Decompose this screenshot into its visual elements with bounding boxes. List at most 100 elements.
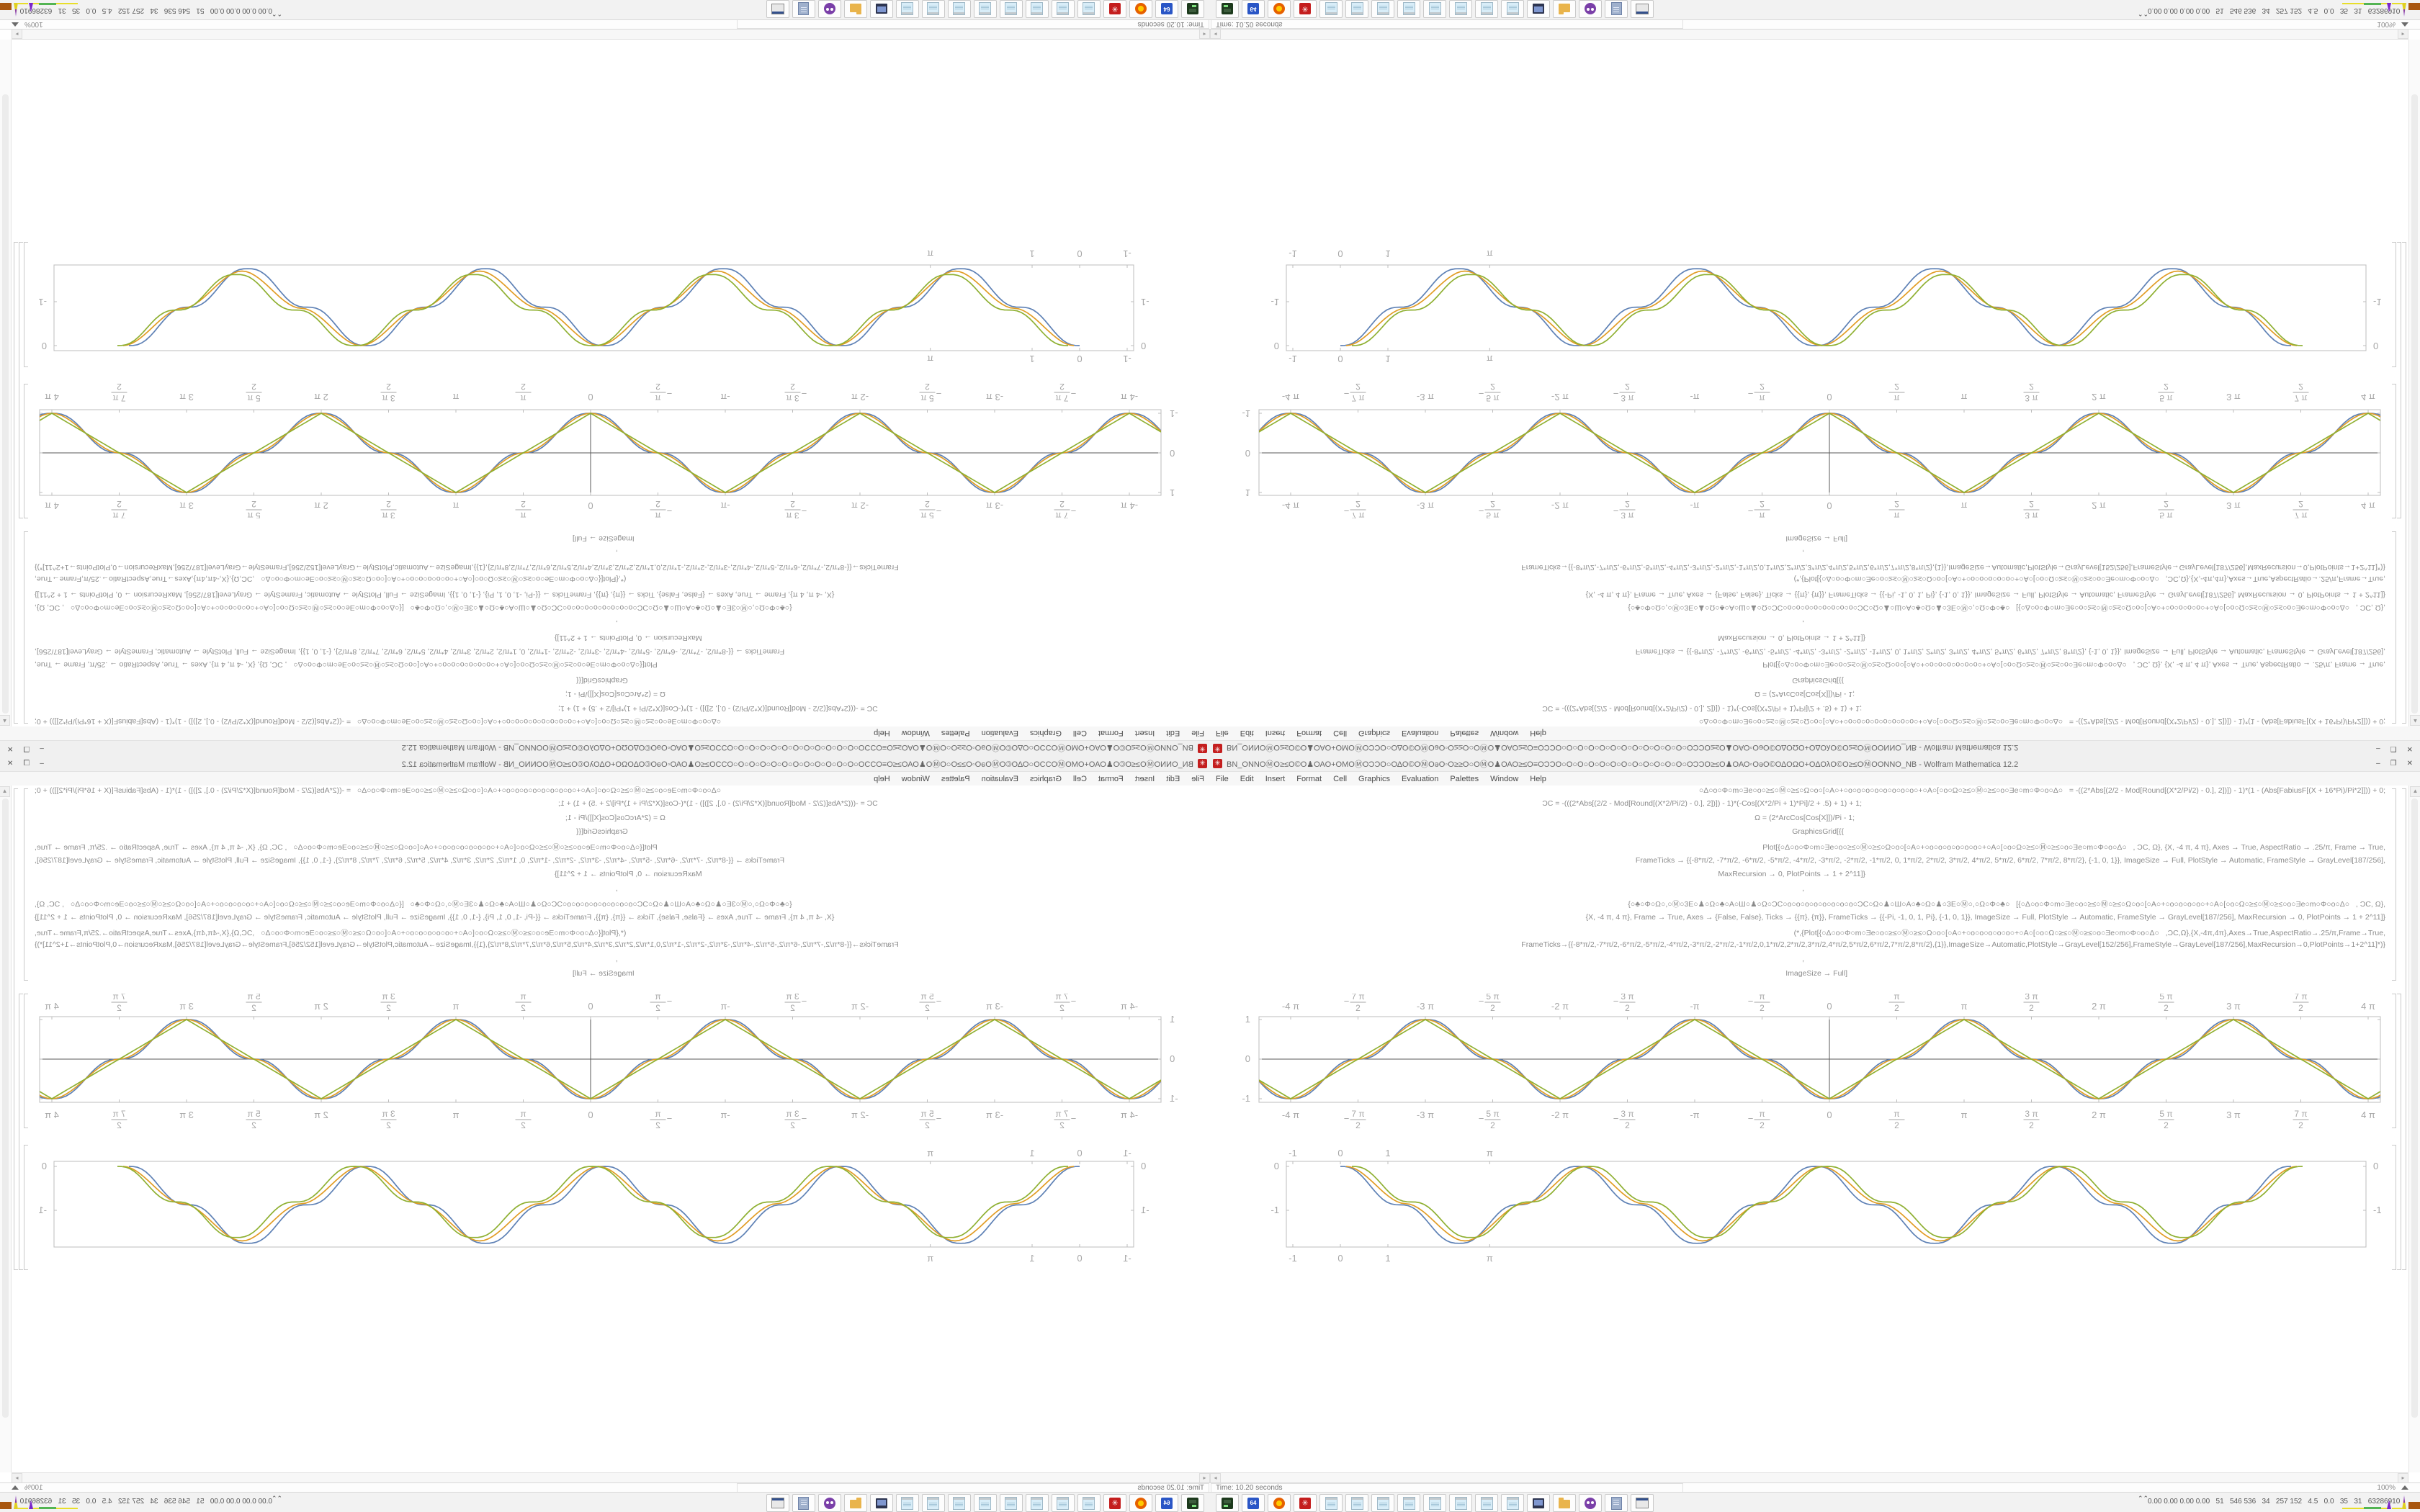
code-line[interactable]: {X, -4 π, 4 π}, Frame → True, Axes → {Fa… — [1585, 590, 2385, 599]
taskbar-button[interactable] — [1077, 0, 1101, 18]
menu-item-cell[interactable]: Cell — [1072, 774, 1087, 783]
menu-item-edit[interactable]: Edit — [1240, 774, 1254, 783]
taskbar-button[interactable] — [1052, 1494, 1075, 1512]
code-line[interactable]: MaxRecursion → 0, PlotPoints → 1 + 2^11]… — [555, 634, 702, 642]
cell-bracket-output-group[interactable] — [2397, 994, 2401, 1270]
taskbar-button[interactable] — [1319, 1494, 1343, 1512]
taskbar-button[interactable] — [844, 1494, 867, 1512]
taskbar-button[interactable] — [1449, 1494, 1472, 1512]
code-line[interactable]: ImageSize → Full] — [573, 534, 635, 543]
cell-bracket-code[interactable] — [2392, 531, 2396, 724]
code-line[interactable]: , — [1802, 884, 1804, 893]
code-line[interactable]: {○♣○Φ○Ω○,○Ⓜ○3Ε○♟○Ω○♣○A○Ш○♟○Ω○ƆC○o○o○o○o○… — [35, 603, 792, 612]
menu-item-edit[interactable]: Edit — [1240, 729, 1254, 738]
cell-bracket-plot2[interactable] — [24, 1145, 28, 1270]
code-line[interactable]: (*,{Plot[{○Δ○o○Φ○m○Ǝe○o○≥≤○Ⓜ○≥≤○Ω○o○[○A○… — [35, 929, 627, 937]
code-line[interactable]: FrameTicks→{{-8*π/2,-7*π/2,-6*π/2,-5*π/2… — [35, 563, 899, 572]
taskbar-button[interactable]: ✳ — [1294, 1494, 1317, 1512]
cell-bracket-plot1[interactable] — [2392, 994, 2396, 1128]
notebook-content[interactable]: -4 π -4 π −7 π 2−7 π 2 -3 π -3 π −5 π 2−5 π 2 -2 π… — [0, 786, 1210, 1472]
taskbar-button[interactable] — [1216, 0, 1239, 18]
taskbar-button[interactable] — [1026, 1494, 1049, 1512]
window-title-bar[interactable]: ✳ ΒΝ_ΟΝΝΟⓂΟ≥≤Ο©Ο♟ΟΑΟ+ΟΜΟⓂΟƆƆΟ○ΟΔΟ©ΟⓂΟǝΟ◦… — [1210, 756, 2420, 772]
code-line[interactable]: Ω = (2*ArcCos[Cos[X]])/Pi - 1; — [565, 814, 666, 822]
taskbar-button[interactable] — [1345, 1494, 1368, 1512]
code-line[interactable]: , — [616, 619, 618, 628]
menu-item-cell[interactable]: Cell — [1333, 774, 1348, 783]
scroll-left-arrow-icon[interactable]: ◂ — [1199, 1473, 1210, 1483]
vertical-scrollbar[interactable]: ▲ — [2408, 40, 2420, 726]
close-button[interactable]: ✕ — [2406, 744, 2413, 752]
cell-bracket-output-group[interactable] — [2397, 242, 2401, 518]
menu-item-evaluation[interactable]: Evaluation — [981, 774, 1018, 783]
menu-item-format[interactable]: Format — [1098, 729, 1124, 738]
taskbar-button[interactable]: 64 — [1155, 0, 1178, 18]
menu-item-help[interactable]: Help — [874, 774, 890, 783]
taskbar-button[interactable]: ✳ — [1103, 1494, 1126, 1512]
vertical-scroll-thumb[interactable] — [2, 798, 9, 1418]
taskbar-button[interactable] — [1319, 0, 1343, 18]
minimize-button[interactable]: – — [40, 744, 44, 752]
code-line[interactable]: (*,{Plot[{○Δ○o○Φ○m○Ǝe○o○≥≤○Ⓜ○≥≤○Ω○o○[○A○… — [1793, 929, 2385, 937]
taskbar-button[interactable] — [1553, 1494, 1576, 1512]
scroll-right-arrow-icon[interactable]: ▸ — [12, 1473, 22, 1483]
code-line[interactable]: Ω = (2*ArcCos[Cos[X]])/Pi - 1; — [1754, 814, 1855, 822]
taskbar-button[interactable] — [1605, 1494, 1628, 1512]
scroll-left-arrow-icon[interactable]: ◂ — [1199, 29, 1210, 39]
close-button[interactable]: ✕ — [7, 760, 14, 768]
taskbar-button[interactable]: 64 — [1155, 1494, 1178, 1512]
code-line[interactable]: Ω = (2*ArcCos[Cos[X]])/Pi - 1; — [565, 690, 666, 698]
menu-item-evaluation[interactable]: Evaluation — [981, 729, 1018, 738]
menu-item-graphics[interactable]: Graphics — [1029, 729, 1062, 738]
menu-item-edit[interactable]: Edit — [1166, 729, 1180, 738]
taskbar-button[interactable] — [1026, 0, 1049, 18]
code-line[interactable]: (*,{Plot[{○Δ○o○Φ○m○Ǝe○o○≥≤○Ⓜ○≥≤○Ω○o○[○A○… — [35, 575, 627, 583]
restore-button[interactable]: ❐ — [23, 744, 30, 752]
minimize-button[interactable]: – — [40, 760, 44, 768]
cell-bracket-plot2[interactable] — [24, 242, 28, 367]
menu-item-palettes[interactable]: Palettes — [941, 774, 970, 783]
minimize-button[interactable]: – — [2376, 760, 2380, 768]
taskbar-button[interactable] — [896, 0, 919, 18]
menu-item-palettes[interactable]: Palettes — [1450, 774, 1479, 783]
cell-bracket-code[interactable] — [2392, 788, 2396, 981]
stats-expand-icon[interactable]: ⌃⌃ — [271, 10, 282, 17]
taskbar-button[interactable] — [1077, 1494, 1101, 1512]
taskbar-button[interactable] — [1181, 1494, 1204, 1512]
menu-item-insert[interactable]: Insert — [1265, 729, 1286, 738]
code-line[interactable]: FrameTicks → {{-8*π/2, -7*π/2, -6*π/2, -… — [1635, 647, 2385, 656]
scroll-right-arrow-icon[interactable]: ▸ — [2398, 1473, 2408, 1483]
stats-expand-icon[interactable]: ⌃⌃ — [2138, 10, 2149, 17]
notebook-content[interactable]: -4 π -4 π −7 π 2−7 π 2 -3 π -3 π −5 π 2−5 π 2 -2 π… — [1210, 786, 2420, 1472]
taskbar-button[interactable] — [1371, 1494, 1394, 1512]
window-title-bar[interactable]: ✳ ΒΝ_ΟΝΝΟⓂΟ≥≤Ο©Ο♟ΟΑΟ+ΟΜΟⓂΟƆƆΟ○ΟΔΟ©ΟⓂΟǝΟ◦… — [1210, 740, 2420, 756]
code-line[interactable]: FrameTicks→{{-8*π/2,-7*π/2,-6*π/2,-5*π/2… — [1521, 563, 2385, 572]
vertical-scrollbar[interactable]: ▲ — [0, 40, 12, 726]
magnification-control[interactable]: 100% — [24, 20, 43, 28]
scroll-right-arrow-icon[interactable]: ▸ — [2398, 29, 2408, 39]
taskbar-button[interactable] — [818, 0, 841, 18]
menu-item-insert[interactable]: Insert — [1265, 774, 1286, 783]
magnification-menu-icon[interactable] — [2401, 1485, 2408, 1490]
taskbar-button[interactable] — [870, 1494, 893, 1512]
menu-item-file[interactable]: File — [1216, 774, 1229, 783]
taskbar-button[interactable] — [1527, 0, 1550, 18]
menu-item-evaluation[interactable]: Evaluation — [1402, 774, 1439, 783]
taskbar-button[interactable] — [1371, 0, 1394, 18]
code-line[interactable]: {X, -4 π, 4 π}, Frame → True, Axes → {Fa… — [35, 590, 835, 599]
taskbar-button[interactable] — [1579, 0, 1602, 18]
code-line[interactable]: GraphicsGrid[{{ — [1792, 827, 1844, 836]
menu-item-palettes[interactable]: Palettes — [1450, 729, 1479, 738]
scroll-right-arrow-icon[interactable]: ▸ — [12, 29, 22, 39]
code-line[interactable]: Plot[{○Δ○o○Φ○m○Ǝe○o○≥≤○Ⓜ○≥≤○Ω○o○[○A○+○o○… — [1762, 660, 2385, 669]
taskbar-button[interactable] — [922, 0, 945, 18]
code-line[interactable]: ○Δ○o○Φ○m○Ǝe○o○≥≤○Ⓜ○≥≤○Ω○o○[○A○+○o○o○o○o○… — [1698, 717, 2385, 726]
taskbar-button[interactable] — [766, 1494, 789, 1512]
menu-item-cell[interactable]: Cell — [1333, 729, 1348, 738]
code-line[interactable]: , — [616, 955, 618, 963]
menu-item-file[interactable]: File — [1191, 774, 1204, 783]
cell-bracket-plot1[interactable] — [2392, 384, 2396, 518]
taskbar-button[interactable] — [1129, 0, 1152, 18]
menu-item-edit[interactable]: Edit — [1166, 774, 1180, 783]
taskbar-button[interactable] — [948, 0, 971, 18]
